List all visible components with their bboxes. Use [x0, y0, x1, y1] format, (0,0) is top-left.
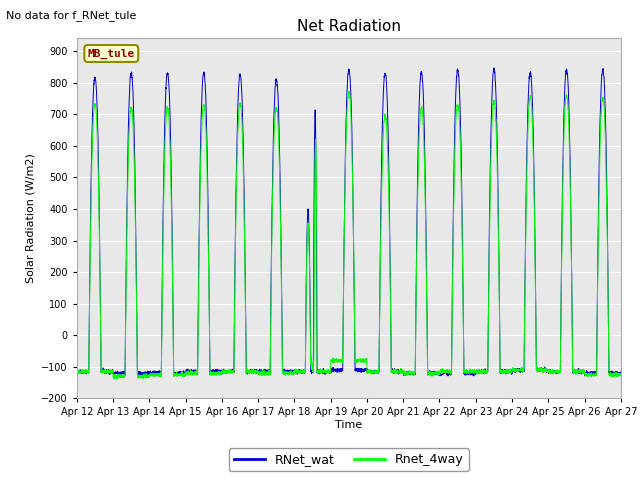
RNet_wat	[440, 369, 448, 375]
Rnet_4way	[73, 369, 81, 374]
Rnet_4way	[441, 369, 449, 375]
Rnet_4way	[502, 370, 509, 376]
RNet_wat	[444, 373, 452, 379]
X-axis label: Time: Time	[335, 420, 362, 430]
Rnet_4way	[345, 88, 353, 94]
RNet_wat	[490, 65, 498, 71]
Text: MB_tule: MB_tule	[88, 48, 135, 59]
RNet_wat	[616, 369, 624, 375]
Title: Net Radiation: Net Radiation	[297, 20, 401, 35]
Text: No data for f_RNet_tule: No data for f_RNet_tule	[6, 10, 137, 21]
RNet_wat	[328, 368, 336, 373]
RNet_wat	[471, 370, 479, 376]
Rnet_4way	[113, 376, 120, 382]
RNet_wat	[171, 371, 179, 377]
Line: RNet_wat: RNet_wat	[77, 68, 621, 376]
Line: Rnet_4way: Rnet_4way	[77, 91, 621, 379]
RNet_wat	[617, 371, 625, 376]
RNet_wat	[73, 368, 81, 374]
Rnet_4way	[616, 373, 624, 379]
Rnet_4way	[471, 369, 479, 375]
Rnet_4way	[171, 373, 179, 379]
RNet_wat	[502, 371, 509, 377]
Rnet_4way	[329, 355, 337, 361]
Rnet_4way	[617, 372, 625, 378]
Legend: RNet_wat, Rnet_4way: RNet_wat, Rnet_4way	[229, 448, 468, 471]
Y-axis label: Solar Radiation (W/m2): Solar Radiation (W/m2)	[26, 154, 36, 283]
